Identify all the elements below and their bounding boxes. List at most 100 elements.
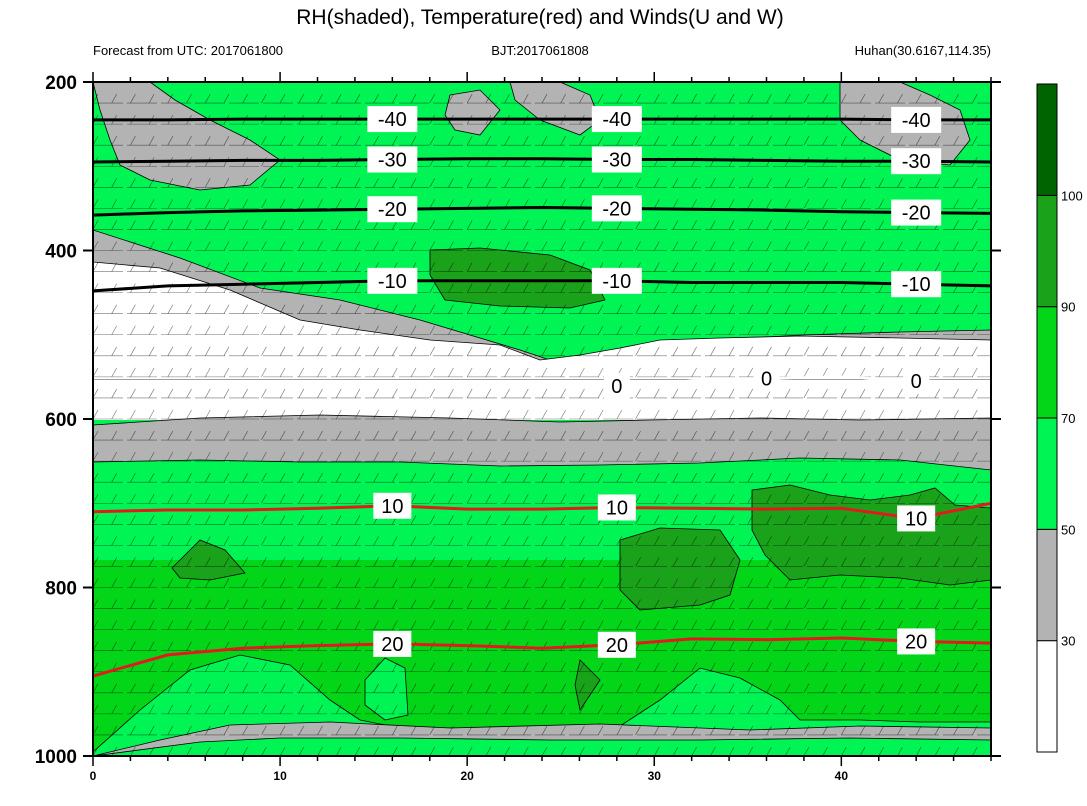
wind-barb-tick	[204, 620, 211, 630]
wind-barb-tick	[728, 725, 735, 736]
wind-barb-tick	[822, 178, 828, 188]
wind-barb-tick	[784, 325, 791, 335]
wind-barb-tick	[167, 220, 174, 230]
wind-barb-tick	[616, 578, 623, 588]
wind-barb-tick	[579, 367, 585, 378]
wind-barb-tick	[429, 262, 436, 272]
wind-barb-tick	[111, 578, 117, 588]
wind-barb-tick	[728, 451, 735, 462]
wind-barb-tick	[279, 451, 286, 462]
bjt-subtitle: BJT:2017061808	[491, 43, 589, 58]
wind-barb-tick	[541, 599, 548, 609]
x-tick-label: 20	[460, 769, 474, 783]
wind-barb-tick	[803, 262, 810, 272]
wind-barb-tick	[953, 515, 959, 525]
wind-barb-tick	[841, 93, 847, 104]
wind-barb-tick	[691, 641, 697, 651]
wind-barb-tick	[298, 93, 305, 104]
wind-barb-tick	[653, 262, 660, 272]
wind-barb-tick	[186, 241, 192, 251]
wind-barb-tick	[784, 536, 791, 546]
wind-barb-tick	[560, 262, 566, 272]
wind-barb-tick	[691, 704, 697, 715]
wind-barb-tick	[448, 620, 454, 630]
wind-barb-tick	[710, 199, 716, 209]
colorbar-label: 100	[1061, 188, 1083, 203]
wind-barb-tick	[466, 304, 473, 314]
wind-barb-tick	[504, 557, 510, 567]
y-tick-label: 1000	[35, 747, 77, 768]
y-tick-label: 400	[45, 242, 77, 263]
wind-barb-tick	[148, 409, 155, 420]
wind-barb-tick	[841, 262, 847, 272]
wind-barb-tick	[653, 725, 660, 736]
wind-barb-tick	[335, 599, 342, 609]
wind-barb-tick	[448, 683, 454, 693]
wind-barb-tick	[560, 536, 566, 546]
wind-barb-tick	[504, 220, 510, 230]
wind-barb-tick	[354, 494, 361, 504]
wind-barb-tick	[784, 199, 791, 209]
wind-barb-tick	[410, 473, 417, 483]
wind-barb-tick	[915, 346, 922, 356]
colorbar-swatch	[1036, 306, 1058, 419]
wind-barb-tick	[223, 620, 230, 630]
wind-barb-tick	[747, 93, 754, 104]
wind-barb-tick	[541, 704, 548, 715]
wind-barb-tick	[616, 473, 623, 483]
wind-barb-tick	[485, 451, 492, 462]
wind-barb-tick	[242, 662, 248, 672]
wind-barb-tick	[691, 599, 697, 609]
wind-barb-tick	[204, 346, 211, 356]
isotherm-line	[93, 636, 991, 678]
wind-barb-tick	[523, 578, 529, 588]
wind-barb-tick	[261, 388, 267, 399]
wind-barb-tick	[392, 536, 398, 546]
wind-barb-tick	[953, 199, 959, 209]
wind-barb-tick	[953, 93, 959, 104]
wind-barb-tick	[410, 325, 417, 335]
x-tick-label: 40	[835, 769, 849, 783]
wind-barb-tick	[803, 494, 810, 504]
wind-barb-tick	[354, 178, 361, 188]
wind-barb-tick	[242, 178, 248, 188]
wind-barb-tick	[710, 262, 716, 272]
y-tick-label: 600	[45, 410, 77, 431]
wind-barb-tick	[616, 136, 623, 146]
wind-barb-tick	[953, 220, 959, 230]
wind-barb-tick	[149, 82, 150, 83]
wind-barb-tick	[597, 220, 604, 230]
wind-barb-tick	[859, 725, 866, 736]
wind-barb-tick	[915, 262, 922, 272]
wind-barb-tick	[167, 725, 174, 736]
wind-barb-tick	[672, 409, 679, 420]
wind-barb-tick	[653, 494, 660, 504]
wind-barb-tick	[766, 725, 772, 736]
wind-barb-tick	[579, 388, 585, 399]
wind-barb-tick	[934, 557, 941, 567]
wind-barb-tick	[803, 725, 810, 736]
wind-barb-tick	[392, 725, 398, 736]
wind-barb-tick	[859, 304, 866, 314]
wind-barb-tick	[429, 578, 436, 588]
wind-barb-tick	[710, 473, 716, 483]
wind-barb-tick	[111, 536, 117, 546]
wind-barb-tick	[298, 367, 305, 378]
wind-barb-tick	[317, 367, 323, 378]
wind-barb-tick	[598, 82, 599, 83]
wind-barb-tick	[317, 494, 323, 504]
wind-barb-tick	[354, 346, 361, 356]
wind-barb-tick	[279, 367, 286, 378]
wind-barb-tick	[298, 536, 305, 546]
wind-barb-tick	[261, 241, 267, 251]
wind-barb-tick	[485, 557, 492, 567]
wind-barb-tick	[523, 325, 529, 335]
wind-barb-tick	[897, 725, 903, 736]
wind-barb-tick	[223, 409, 230, 420]
wind-barb-tick	[747, 388, 754, 399]
wind-barb-tick	[466, 557, 473, 567]
wind-barb-tick	[579, 494, 585, 504]
wind-barb-tick	[541, 346, 548, 356]
wind-barb-tick	[504, 536, 510, 546]
wind-barb-tick	[635, 704, 641, 715]
